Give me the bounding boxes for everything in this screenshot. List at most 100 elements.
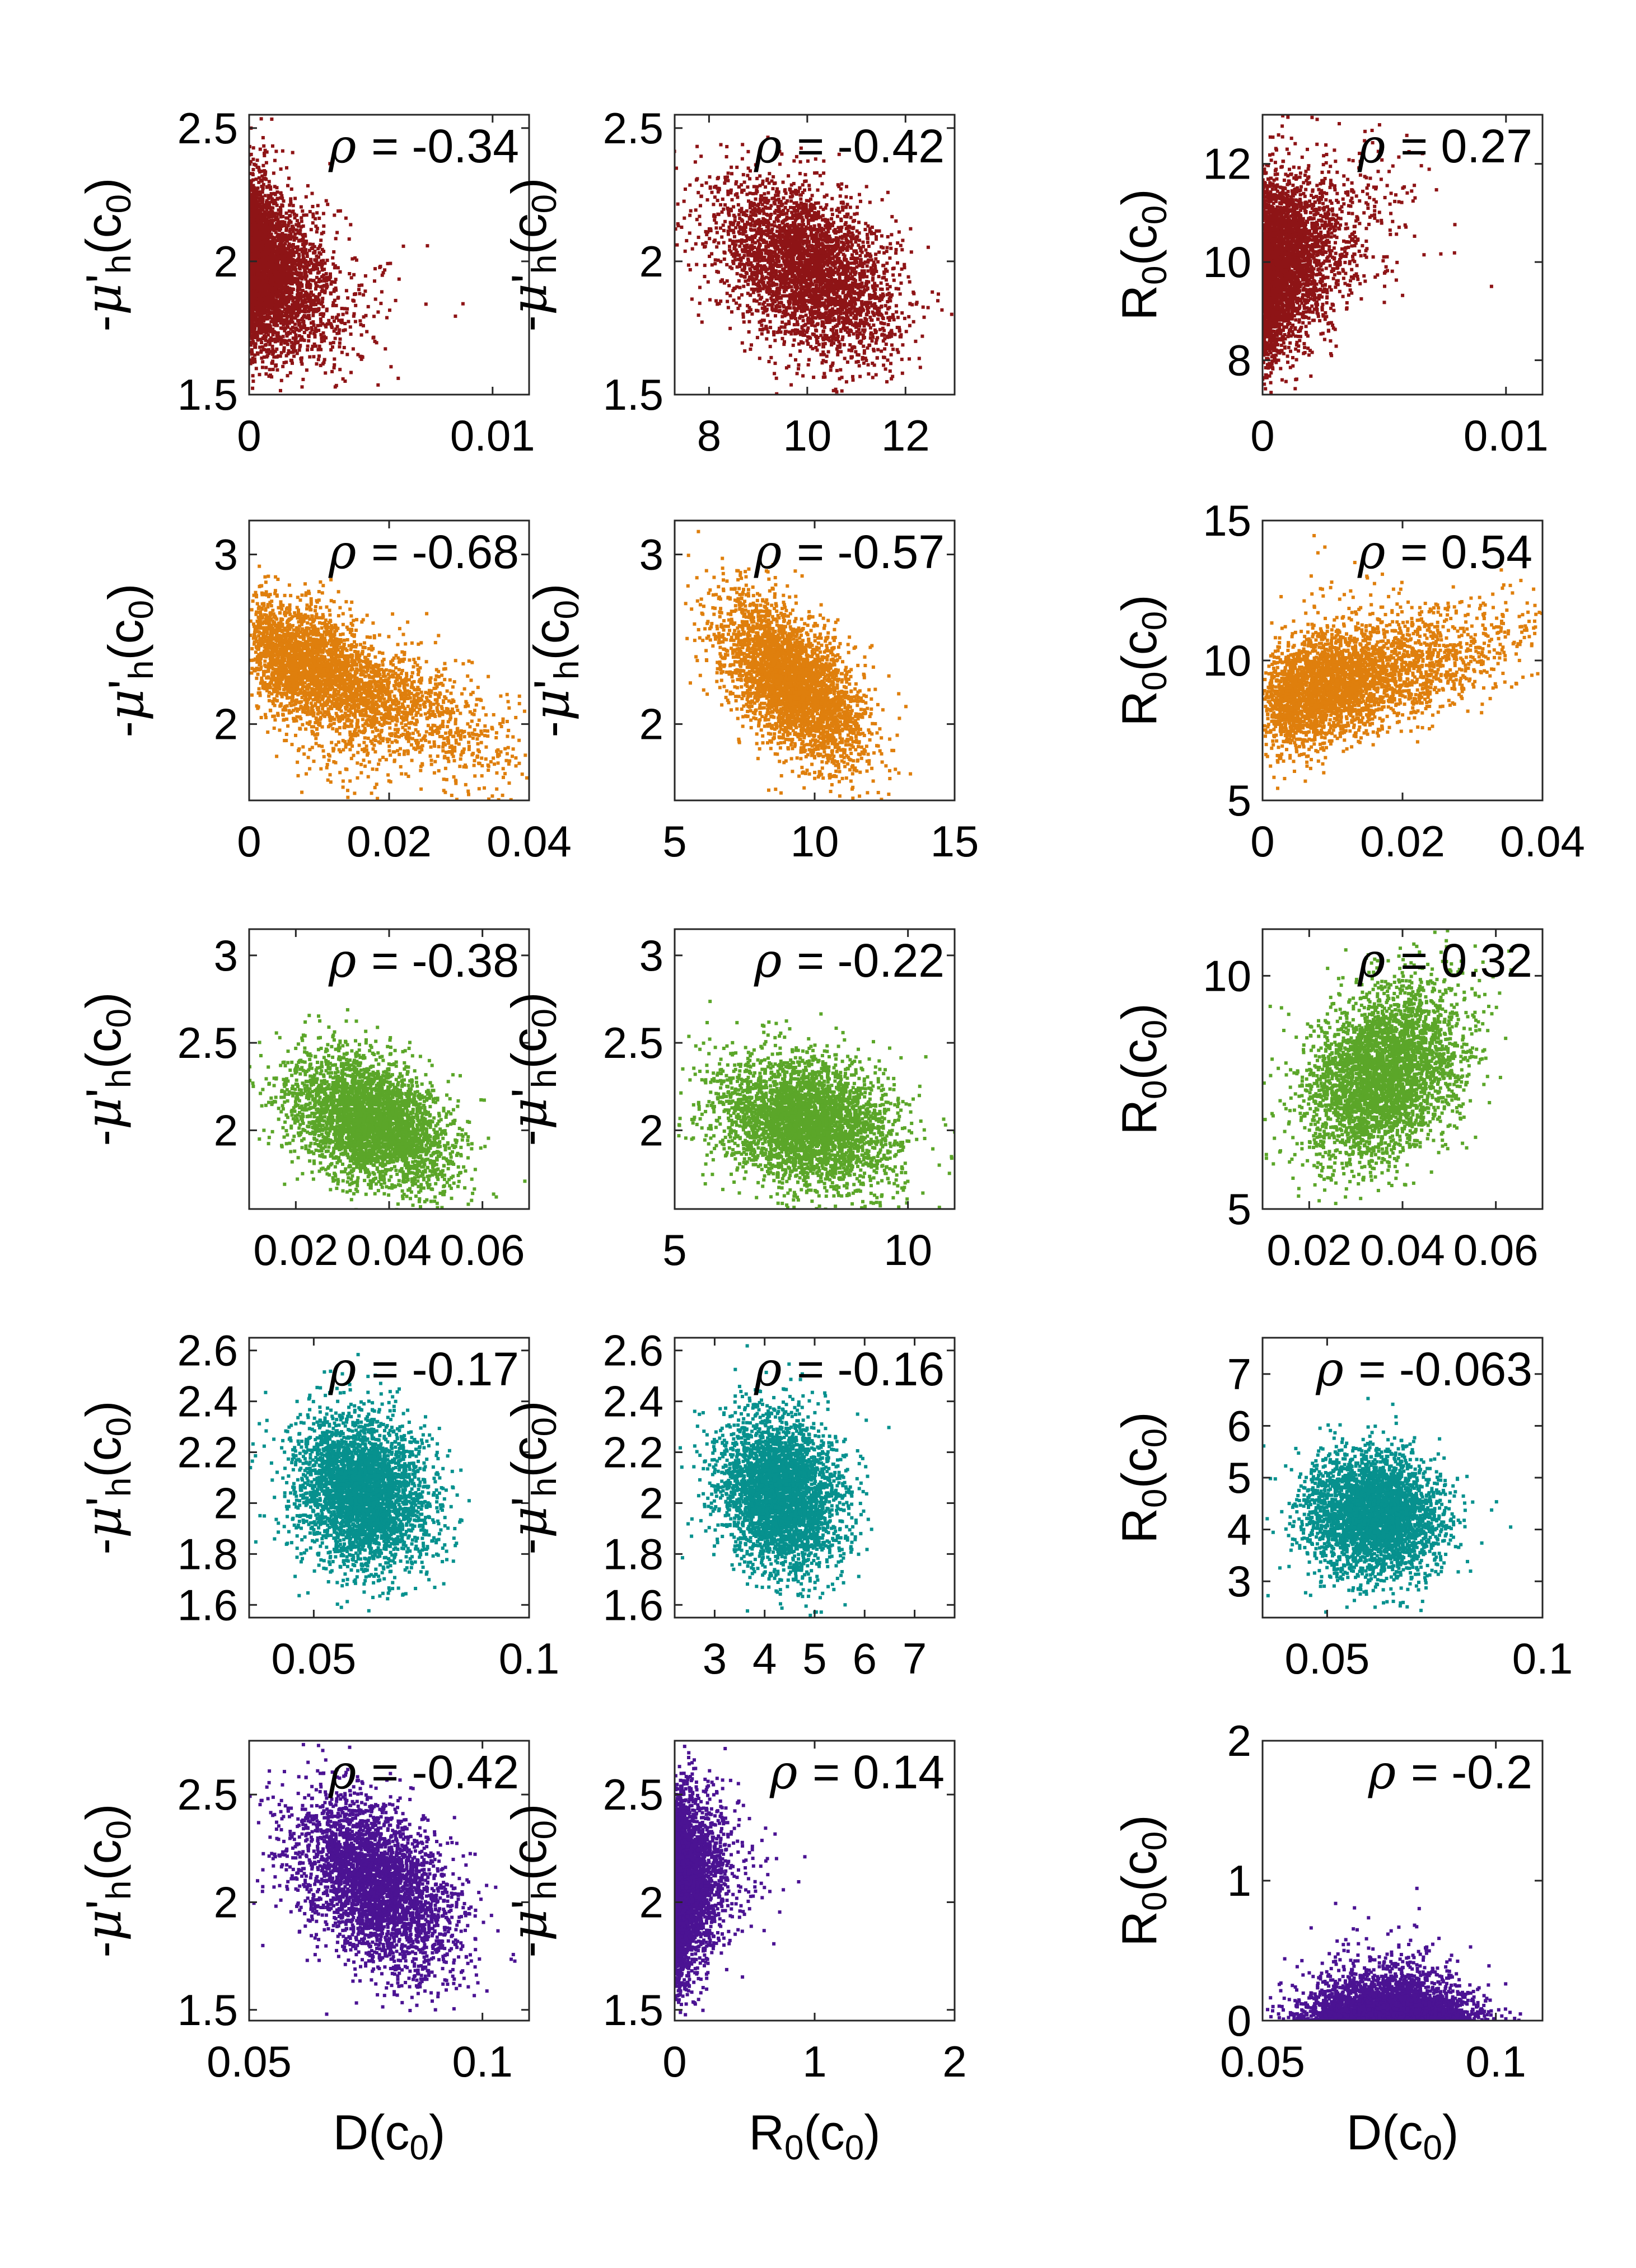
data-point (875, 269, 878, 273)
data-point (307, 280, 311, 284)
data-point (271, 359, 275, 363)
data-point (251, 178, 255, 182)
data-point (769, 355, 773, 359)
scatter-panel-r1-c1: 0 0.011.522.5-μ'h(c0)ρ = -0.34 (74, 104, 535, 460)
data-point (311, 266, 315, 270)
data-point (848, 343, 852, 347)
data-point (868, 227, 872, 231)
data-point (270, 286, 274, 290)
data-point (251, 224, 255, 227)
data-point (264, 262, 268, 266)
data-point (861, 273, 864, 277)
data-point (307, 299, 311, 303)
data-point (351, 347, 355, 351)
data-point (882, 363, 886, 367)
data-point (797, 304, 801, 308)
data-point (881, 326, 885, 330)
data-point (742, 210, 746, 214)
y-axis-label: -μ'h(c0) (74, 178, 138, 332)
data-point (268, 316, 272, 320)
data-point (298, 325, 302, 329)
data-point (264, 219, 268, 223)
data-point (287, 255, 291, 259)
data-point (271, 327, 275, 331)
data-point (301, 236, 305, 240)
data-point (311, 310, 315, 314)
data-point (261, 269, 265, 273)
data-point (274, 314, 278, 318)
data-point (320, 232, 324, 236)
data-point (317, 307, 321, 311)
data-point (706, 230, 710, 234)
data-point (303, 307, 307, 311)
data-point (322, 250, 325, 253)
data-point (761, 209, 765, 213)
data-point (910, 303, 914, 307)
data-point (885, 293, 889, 297)
data-point (265, 199, 269, 203)
data-point (294, 302, 298, 306)
data-point (315, 362, 319, 366)
data-point (380, 273, 384, 277)
data-point (836, 207, 840, 210)
data-point (770, 179, 774, 183)
data-point (804, 203, 808, 207)
data-point (252, 296, 256, 299)
data-point (302, 339, 306, 343)
data-point (307, 313, 311, 317)
data-point (296, 299, 299, 303)
data-point (316, 301, 320, 305)
data-point (271, 277, 275, 281)
data-point (267, 273, 270, 277)
data-point (783, 325, 787, 329)
data-point (316, 271, 320, 275)
data-point (257, 329, 261, 332)
data-point (269, 226, 273, 230)
data-point (363, 274, 367, 278)
data-point (279, 351, 283, 355)
data-point (288, 331, 292, 335)
data-point (249, 292, 253, 296)
data-point (309, 228, 313, 232)
data-point (267, 195, 270, 199)
data-point (316, 204, 320, 208)
data-point (281, 364, 285, 368)
data-point (276, 260, 280, 264)
data-point (292, 250, 296, 254)
data-point (803, 173, 807, 177)
data-point (724, 155, 728, 158)
data-point (700, 320, 704, 324)
data-point (325, 259, 329, 263)
data-point (801, 315, 805, 318)
data-point (275, 287, 279, 291)
data-point (280, 204, 284, 208)
data-point (825, 354, 829, 358)
data-point (307, 339, 311, 343)
data-point (742, 266, 746, 270)
data-point (780, 233, 784, 237)
data-point (768, 213, 772, 217)
data-point (269, 299, 273, 303)
data-point (270, 361, 274, 365)
data-point (253, 206, 257, 210)
data-point (287, 242, 291, 246)
data-point (251, 302, 255, 306)
data-point (756, 252, 760, 255)
data-point (255, 209, 259, 213)
data-point (320, 340, 324, 344)
data-point (249, 296, 252, 299)
data-point (278, 354, 282, 358)
data-point (255, 272, 259, 276)
data-point (283, 250, 287, 254)
data-point (271, 348, 275, 352)
data-point (275, 250, 278, 254)
data-point (779, 325, 783, 329)
data-point (278, 247, 282, 251)
data-point (317, 329, 321, 332)
data-point (249, 209, 251, 213)
data-point (330, 369, 334, 373)
data-point (729, 191, 733, 195)
rho-value: = -0.34 (371, 120, 519, 172)
data-point (249, 323, 253, 326)
data-point (260, 318, 264, 322)
